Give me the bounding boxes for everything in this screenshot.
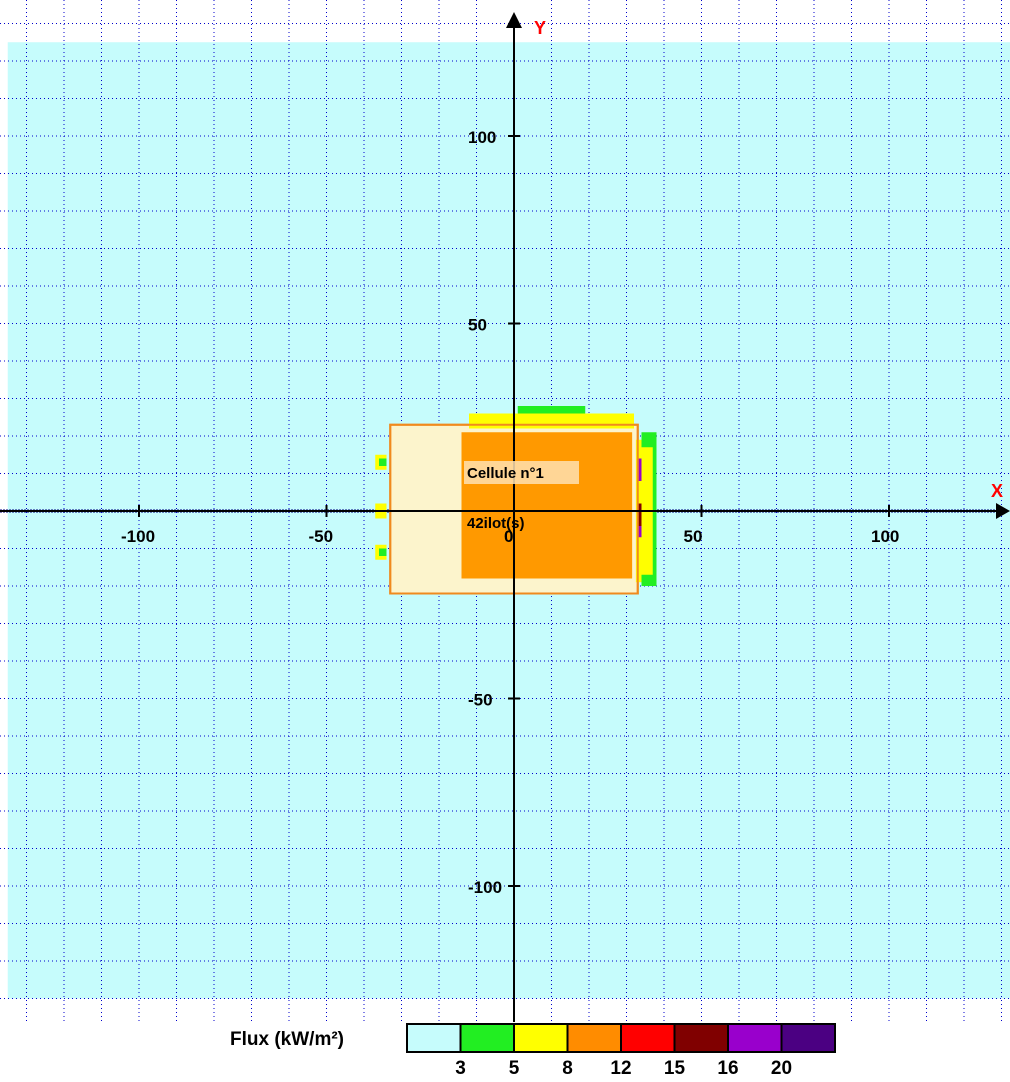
x-tick-label: 50 <box>684 527 703 546</box>
flux-zone-8 <box>469 413 634 429</box>
cell-label-box <box>464 461 579 484</box>
legend-swatch <box>780 1023 836 1053</box>
legend-threshold: 20 <box>771 1058 792 1079</box>
flux-zones <box>375 406 657 595</box>
flux-zone-3 <box>379 458 387 466</box>
legend-title: Flux (kW/m²) <box>230 1029 344 1050</box>
y-axis-arrow <box>506 12 522 28</box>
x-axis-name: X <box>991 481 1003 501</box>
labels: Cellule n°1 42ilot(s) <box>464 461 579 532</box>
legend-swatch <box>459 1023 515 1053</box>
legend-threshold: 8 <box>562 1058 573 1079</box>
y-tick-label: 100 <box>468 128 496 147</box>
axes: -100 -50 0 50 100 -100 -50 50 100 X Y <box>0 12 1010 1022</box>
legend-threshold: 15 <box>664 1058 686 1079</box>
flux-zone-12 <box>461 432 633 579</box>
y-axis-name: Y <box>534 18 546 38</box>
cell-label: Cellule n°1 <box>467 465 544 482</box>
legend-threshold: 3 <box>455 1058 466 1079</box>
legend-threshold: 12 <box>610 1058 631 1079</box>
legend-swatch <box>406 1023 462 1053</box>
cell-sublabel: 42ilot(s) <box>467 515 525 532</box>
y-tick-label: 50 <box>468 316 487 335</box>
x-tick-label: -100 <box>121 527 155 546</box>
flux-zone-15 <box>637 503 642 526</box>
x-axis-arrow <box>996 503 1010 519</box>
legend-swatch <box>727 1023 783 1053</box>
flux-zone-3 <box>379 548 387 556</box>
legend: Flux (kW/m²) 3 5 8 12 15 16 20 <box>230 1023 836 1079</box>
x-tick-label: 100 <box>871 527 899 546</box>
x-tick-label: 0 <box>504 527 513 546</box>
flux-zone-16 <box>637 518 642 538</box>
legend-threshold: 16 <box>717 1058 738 1079</box>
y-tick-label: -50 <box>468 691 493 710</box>
y-tick-label: -100 <box>468 878 502 897</box>
legend-swatch <box>566 1023 622 1053</box>
flux-zone-3 <box>517 406 586 414</box>
legend-swatch <box>513 1023 569 1053</box>
flux-zone-16 <box>637 458 642 481</box>
legend-swatch <box>673 1023 729 1053</box>
legend-swatch <box>620 1023 676 1053</box>
x-tick-label: -50 <box>309 527 334 546</box>
legend-threshold: 5 <box>509 1058 520 1079</box>
cell-light-zone <box>401 428 462 579</box>
